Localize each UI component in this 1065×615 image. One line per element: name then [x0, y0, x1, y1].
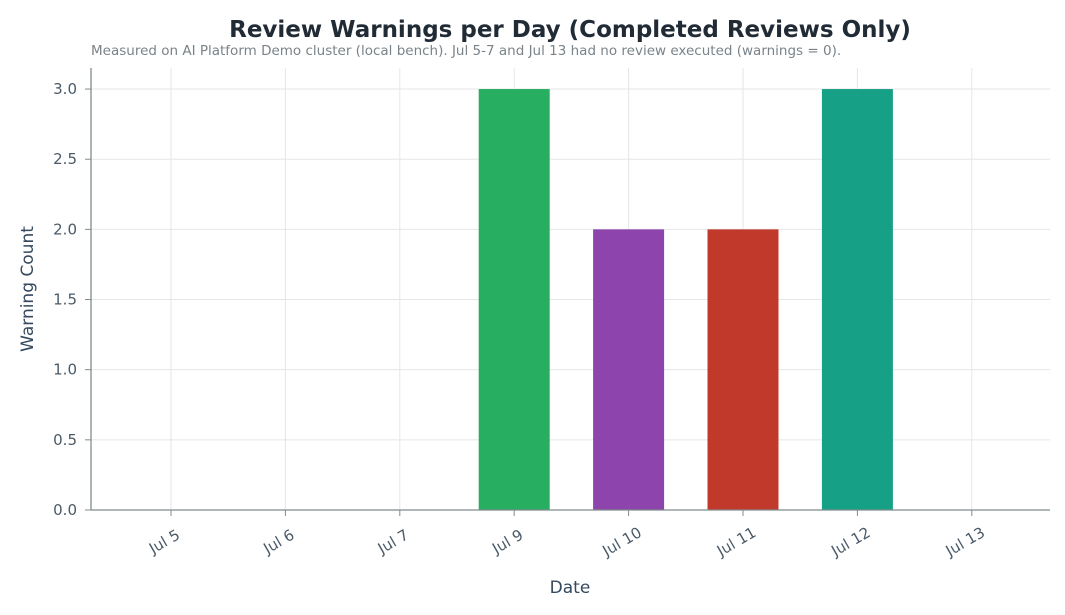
chart-title: Review Warnings per Day (Completed Revie…	[229, 17, 911, 43]
x-tick-label: Jul 6	[259, 526, 297, 558]
y-tick-label: 2.5	[53, 150, 77, 168]
bar	[593, 229, 665, 510]
x-ticks: Jul 5 Jul 6 Jul 7 Jul 9 Jul 10 Jul 11 Jul 12 Ju…	[145, 510, 988, 560]
bar	[707, 229, 779, 510]
y-tick-label: 1.5	[53, 291, 77, 309]
x-tick-label: Jul 7	[374, 526, 412, 558]
y-tick-label: 1.0	[53, 361, 77, 379]
x-tick-label: Jul 11	[713, 523, 759, 560]
bar	[478, 89, 550, 511]
chart-subtitle: Measured on AI Platform Demo cluster (lo…	[91, 43, 841, 59]
x-tick-label: Jul 5	[145, 526, 183, 558]
x-axis-label: Date	[550, 578, 591, 598]
y-tick-label: 2.0	[53, 220, 77, 238]
axes	[90, 68, 1050, 511]
bar	[821, 89, 893, 511]
y-axis-label: Warning Count	[18, 226, 38, 352]
x-tick-label: Jul 13	[942, 523, 988, 560]
y-tick-label: 0.5	[53, 431, 77, 449]
y-ticks: 0.0 0.5 1.0 1.5 2.0 2.5 3.0	[53, 80, 91, 519]
x-tick-label: Jul 10	[599, 523, 645, 560]
bars	[478, 89, 893, 511]
x-tick-label: Jul 12	[827, 523, 873, 560]
y-tick-label: 0.0	[53, 501, 77, 519]
grid-lines	[91, 68, 1050, 511]
x-tick-label: Jul 9	[488, 526, 526, 558]
y-tick-label: 3.0	[53, 80, 77, 98]
